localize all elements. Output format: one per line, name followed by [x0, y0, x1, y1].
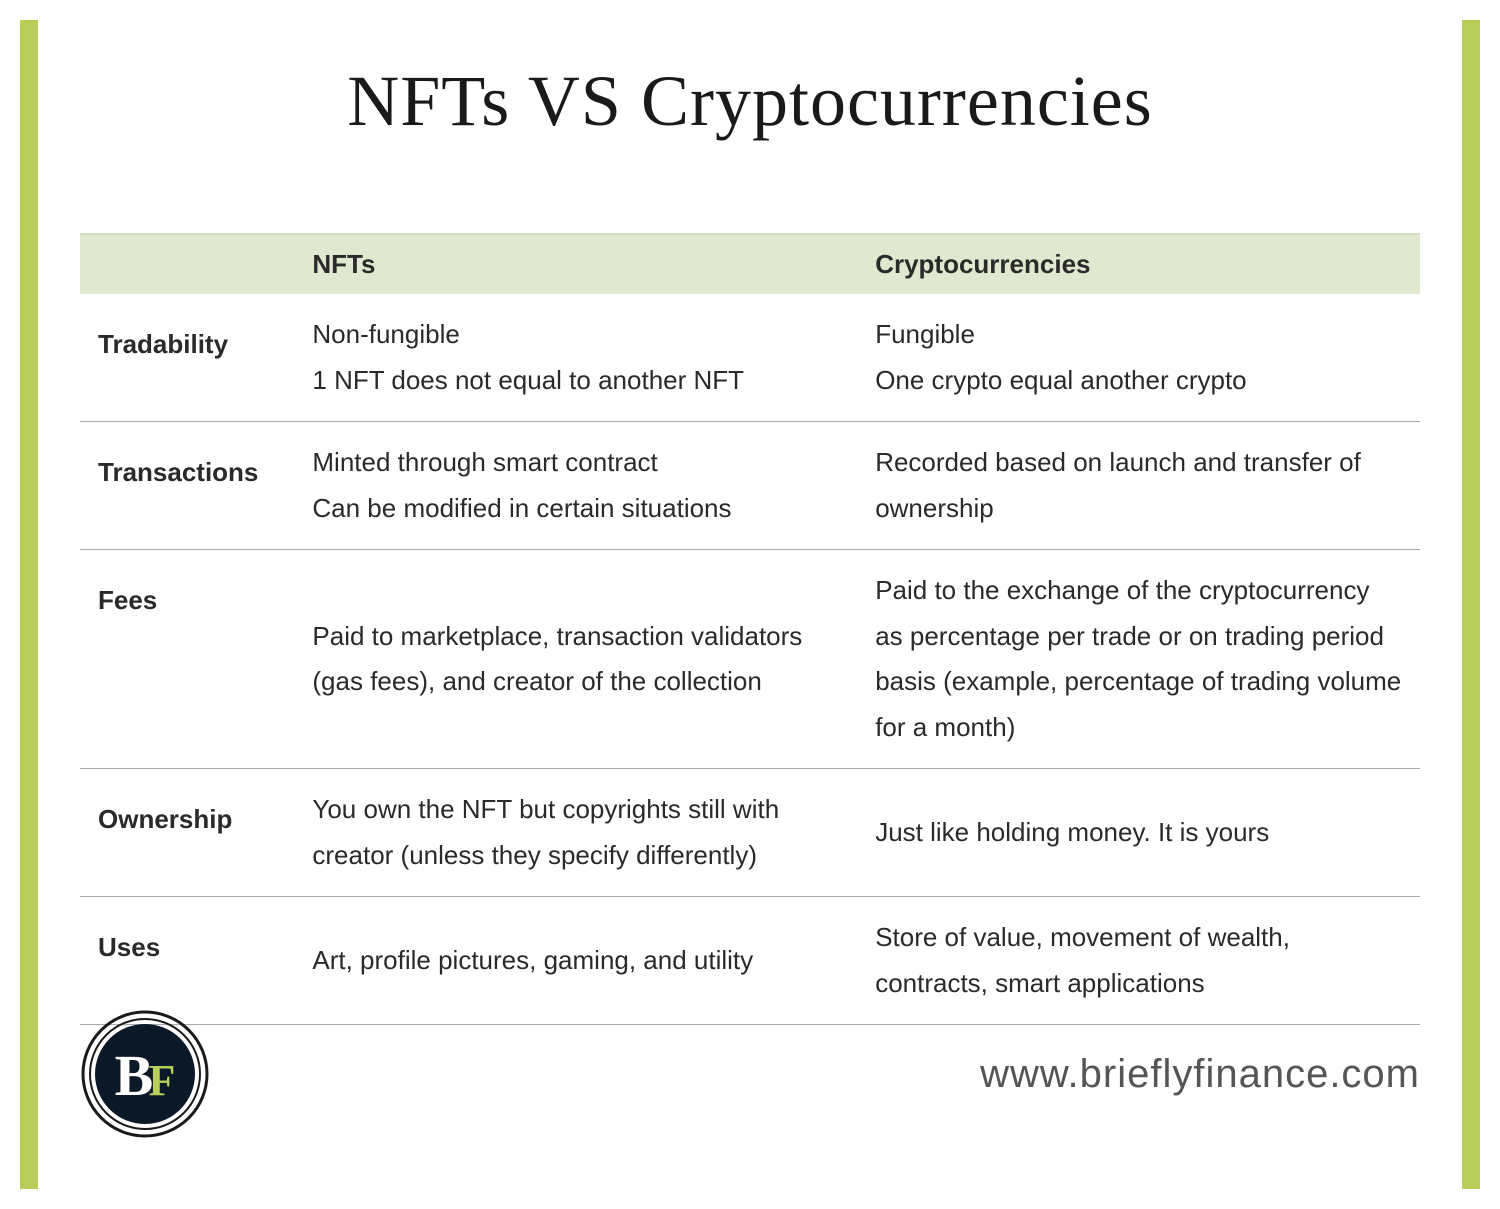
cell-crypto: Paid to the exchange of the cryptocurren…: [857, 550, 1420, 769]
cell-nft: Non-fungible1 NFT does not equal to anot…: [294, 294, 857, 422]
header-crypto: Cryptocurrencies: [857, 234, 1420, 294]
footer: B F www.brieflyfinance.com: [80, 1009, 1420, 1139]
table-row: Transactions Minted through smart contra…: [80, 422, 1420, 550]
table-row: Tradability Non-fungible1 NFT does not e…: [80, 294, 1420, 422]
svg-text:B: B: [115, 1043, 154, 1108]
content-area: NFTs VS Cryptocurrencies NFTs Cryptocurr…: [80, 60, 1420, 1025]
brand-logo-icon: B F: [80, 1009, 210, 1139]
table-body: Tradability Non-fungible1 NFT does not e…: [80, 294, 1420, 1025]
accent-border-right: [1462, 20, 1480, 1189]
cell-crypto: Store of value, movement of wealth, cont…: [857, 897, 1420, 1025]
table-row: Uses Art, profile pictures, gaming, and …: [80, 897, 1420, 1025]
row-label: Ownership: [80, 769, 294, 897]
table-header-row: NFTs Cryptocurrencies: [80, 234, 1420, 294]
website-url: www.brieflyfinance.com: [980, 1052, 1420, 1097]
page-title: NFTs VS Cryptocurrencies: [80, 60, 1420, 143]
row-label: Fees: [80, 550, 294, 769]
table-row: Fees Paid to marketplace, transaction va…: [80, 550, 1420, 769]
header-nfts: NFTs: [294, 234, 857, 294]
comparison-table: NFTs Cryptocurrencies Tradability Non-fu…: [80, 233, 1420, 1025]
row-label: Transactions: [80, 422, 294, 550]
cell-nft: Minted through smart contractCan be modi…: [294, 422, 857, 550]
header-blank: [80, 234, 294, 294]
cell-nft: You own the NFT but copyrights still wit…: [294, 769, 857, 897]
table-row: Ownership You own the NFT but copyrights…: [80, 769, 1420, 897]
row-label: Uses: [80, 897, 294, 1025]
accent-border-left: [20, 20, 38, 1189]
cell-crypto: Recorded based on launch and transfer of…: [857, 422, 1420, 550]
cell-nft: Paid to marketplace, transaction validat…: [294, 550, 857, 769]
cell-crypto: Just like holding money. It is yours: [857, 769, 1420, 897]
cell-crypto: FungibleOne crypto equal another crypto: [857, 294, 1420, 422]
svg-text:F: F: [149, 1056, 176, 1105]
cell-nft: Art, profile pictures, gaming, and utili…: [294, 897, 857, 1025]
row-label: Tradability: [80, 294, 294, 422]
